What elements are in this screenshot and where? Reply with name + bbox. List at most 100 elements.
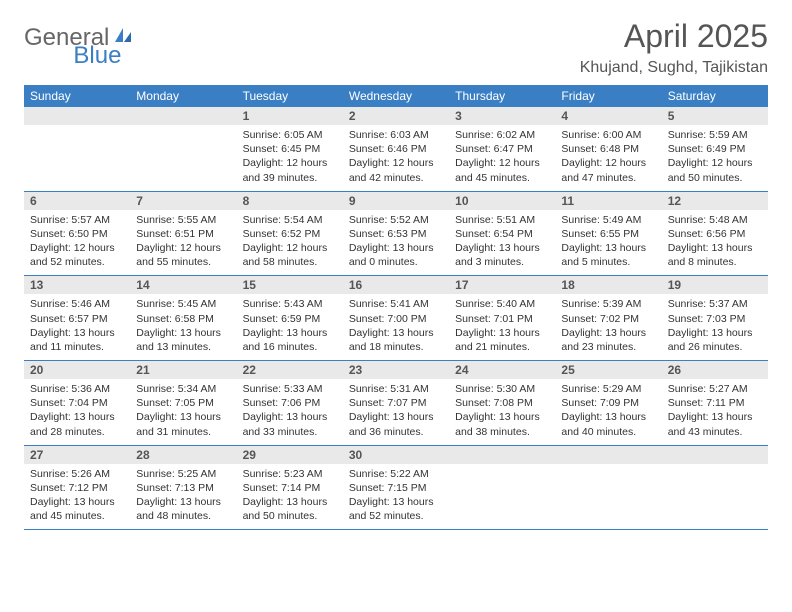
calendar-cell [130,107,236,191]
sunset-text: Sunset: 6:59 PM [243,312,337,326]
daylight-line-2: and 8 minutes. [668,255,762,269]
daylight-line-2: and 38 minutes. [455,425,549,439]
daylight-line-2: and 28 minutes. [30,425,124,439]
sunrise-text: Sunrise: 5:57 AM [30,213,124,227]
cell-body: Sunrise: 5:22 AMSunset: 7:15 PMDaylight:… [343,464,449,530]
calendar-cell: 30Sunrise: 5:22 AMSunset: 7:15 PMDayligh… [343,446,449,530]
sunset-text: Sunset: 6:45 PM [243,142,337,156]
daylight-line-2: and 58 minutes. [243,255,337,269]
cell-body: Sunrise: 5:45 AMSunset: 6:58 PMDaylight:… [130,294,236,360]
day-number: 15 [237,276,343,294]
sunrise-text: Sunrise: 5:23 AM [243,467,337,481]
day-headers-row: SundayMondayTuesdayWednesdayThursdayFrid… [24,85,768,107]
sunset-text: Sunset: 7:12 PM [30,481,124,495]
cell-body: Sunrise: 5:29 AMSunset: 7:09 PMDaylight:… [555,379,661,445]
day-header: Thursday [449,85,555,107]
sunrise-text: Sunrise: 5:31 AM [349,382,443,396]
daylight-line-2: and 52 minutes. [30,255,124,269]
day-number: 21 [130,361,236,379]
day-number: 23 [343,361,449,379]
sunrise-text: Sunrise: 5:25 AM [136,467,230,481]
daylight-line-2: and 5 minutes. [561,255,655,269]
day-number: 17 [449,276,555,294]
week-row: 13Sunrise: 5:46 AMSunset: 6:57 PMDayligh… [24,276,768,361]
cell-body: Sunrise: 5:27 AMSunset: 7:11 PMDaylight:… [662,379,768,445]
week-row: 6Sunrise: 5:57 AMSunset: 6:50 PMDaylight… [24,192,768,277]
daylight-line-2: and 42 minutes. [349,171,443,185]
daylight-line-2: and 26 minutes. [668,340,762,354]
cell-body: Sunrise: 5:52 AMSunset: 6:53 PMDaylight:… [343,210,449,276]
calendar-cell: 17Sunrise: 5:40 AMSunset: 7:01 PMDayligh… [449,276,555,360]
sunset-text: Sunset: 7:03 PM [668,312,762,326]
cell-body: Sunrise: 5:36 AMSunset: 7:04 PMDaylight:… [24,379,130,445]
day-number: 4 [555,107,661,125]
sunrise-text: Sunrise: 5:29 AM [561,382,655,396]
daylight-line-2: and 55 minutes. [136,255,230,269]
sunset-text: Sunset: 6:55 PM [561,227,655,241]
weeks-container: 1Sunrise: 6:05 AMSunset: 6:45 PMDaylight… [24,107,768,530]
calendar-cell: 13Sunrise: 5:46 AMSunset: 6:57 PMDayligh… [24,276,130,360]
sunrise-text: Sunrise: 5:46 AM [30,297,124,311]
sunrise-text: Sunrise: 5:59 AM [668,128,762,142]
day-number: 16 [343,276,449,294]
daylight-line-2: and 23 minutes. [561,340,655,354]
daylight-line-1: Daylight: 12 hours [668,156,762,170]
calendar-cell [662,446,768,530]
daylight-line-2: and 16 minutes. [243,340,337,354]
daylight-line-2: and 33 minutes. [243,425,337,439]
daylight-line-1: Daylight: 12 hours [243,156,337,170]
sunset-text: Sunset: 6:56 PM [668,227,762,241]
cell-body: Sunrise: 5:30 AMSunset: 7:08 PMDaylight:… [449,379,555,445]
calendar-cell: 22Sunrise: 5:33 AMSunset: 7:06 PMDayligh… [237,361,343,445]
cell-body: Sunrise: 5:48 AMSunset: 6:56 PMDaylight:… [662,210,768,276]
sunrise-text: Sunrise: 5:33 AM [243,382,337,396]
calendar-cell: 14Sunrise: 5:45 AMSunset: 6:58 PMDayligh… [130,276,236,360]
daylight-line-2: and 31 minutes. [136,425,230,439]
cell-body: Sunrise: 5:26 AMSunset: 7:12 PMDaylight:… [24,464,130,530]
cell-body: Sunrise: 5:41 AMSunset: 7:00 PMDaylight:… [343,294,449,360]
sunrise-text: Sunrise: 5:37 AM [668,297,762,311]
brand-word-2: Blue [73,42,121,70]
sunrise-text: Sunrise: 5:49 AM [561,213,655,227]
sunrise-text: Sunrise: 5:39 AM [561,297,655,311]
daylight-line-1: Daylight: 13 hours [668,326,762,340]
day-number: 19 [662,276,768,294]
day-number [449,446,555,464]
day-number: 2 [343,107,449,125]
sunrise-text: Sunrise: 5:34 AM [136,382,230,396]
sunset-text: Sunset: 7:05 PM [136,396,230,410]
sunrise-text: Sunrise: 5:43 AM [243,297,337,311]
daylight-line-1: Daylight: 13 hours [349,241,443,255]
calendar-cell: 27Sunrise: 5:26 AMSunset: 7:12 PMDayligh… [24,446,130,530]
week-row: 20Sunrise: 5:36 AMSunset: 7:04 PMDayligh… [24,361,768,446]
calendar-cell: 25Sunrise: 5:29 AMSunset: 7:09 PMDayligh… [555,361,661,445]
sunrise-text: Sunrise: 5:26 AM [30,467,124,481]
cell-body: Sunrise: 5:49 AMSunset: 6:55 PMDaylight:… [555,210,661,276]
calendar-cell: 8Sunrise: 5:54 AMSunset: 6:52 PMDaylight… [237,192,343,276]
cell-body: Sunrise: 5:55 AMSunset: 6:51 PMDaylight:… [130,210,236,276]
sunset-text: Sunset: 7:00 PM [349,312,443,326]
daylight-line-2: and 47 minutes. [561,171,655,185]
daylight-line-1: Daylight: 12 hours [30,241,124,255]
day-number: 18 [555,276,661,294]
sunset-text: Sunset: 7:11 PM [668,396,762,410]
calendar-cell: 3Sunrise: 6:02 AMSunset: 6:47 PMDaylight… [449,107,555,191]
sunset-text: Sunset: 6:53 PM [349,227,443,241]
sunset-text: Sunset: 7:02 PM [561,312,655,326]
day-number: 27 [24,446,130,464]
sunrise-text: Sunrise: 5:45 AM [136,297,230,311]
day-number: 6 [24,192,130,210]
sunset-text: Sunset: 7:13 PM [136,481,230,495]
sunrise-text: Sunrise: 5:55 AM [136,213,230,227]
cell-body: Sunrise: 5:25 AMSunset: 7:13 PMDaylight:… [130,464,236,530]
sunrise-text: Sunrise: 5:54 AM [243,213,337,227]
cell-body: Sunrise: 5:40 AMSunset: 7:01 PMDaylight:… [449,294,555,360]
sunset-text: Sunset: 6:46 PM [349,142,443,156]
cell-body: Sunrise: 6:05 AMSunset: 6:45 PMDaylight:… [237,125,343,191]
sunset-text: Sunset: 6:51 PM [136,227,230,241]
calendar-cell: 15Sunrise: 5:43 AMSunset: 6:59 PMDayligh… [237,276,343,360]
day-number: 8 [237,192,343,210]
calendar-cell [449,446,555,530]
sunset-text: Sunset: 7:15 PM [349,481,443,495]
day-number: 13 [24,276,130,294]
